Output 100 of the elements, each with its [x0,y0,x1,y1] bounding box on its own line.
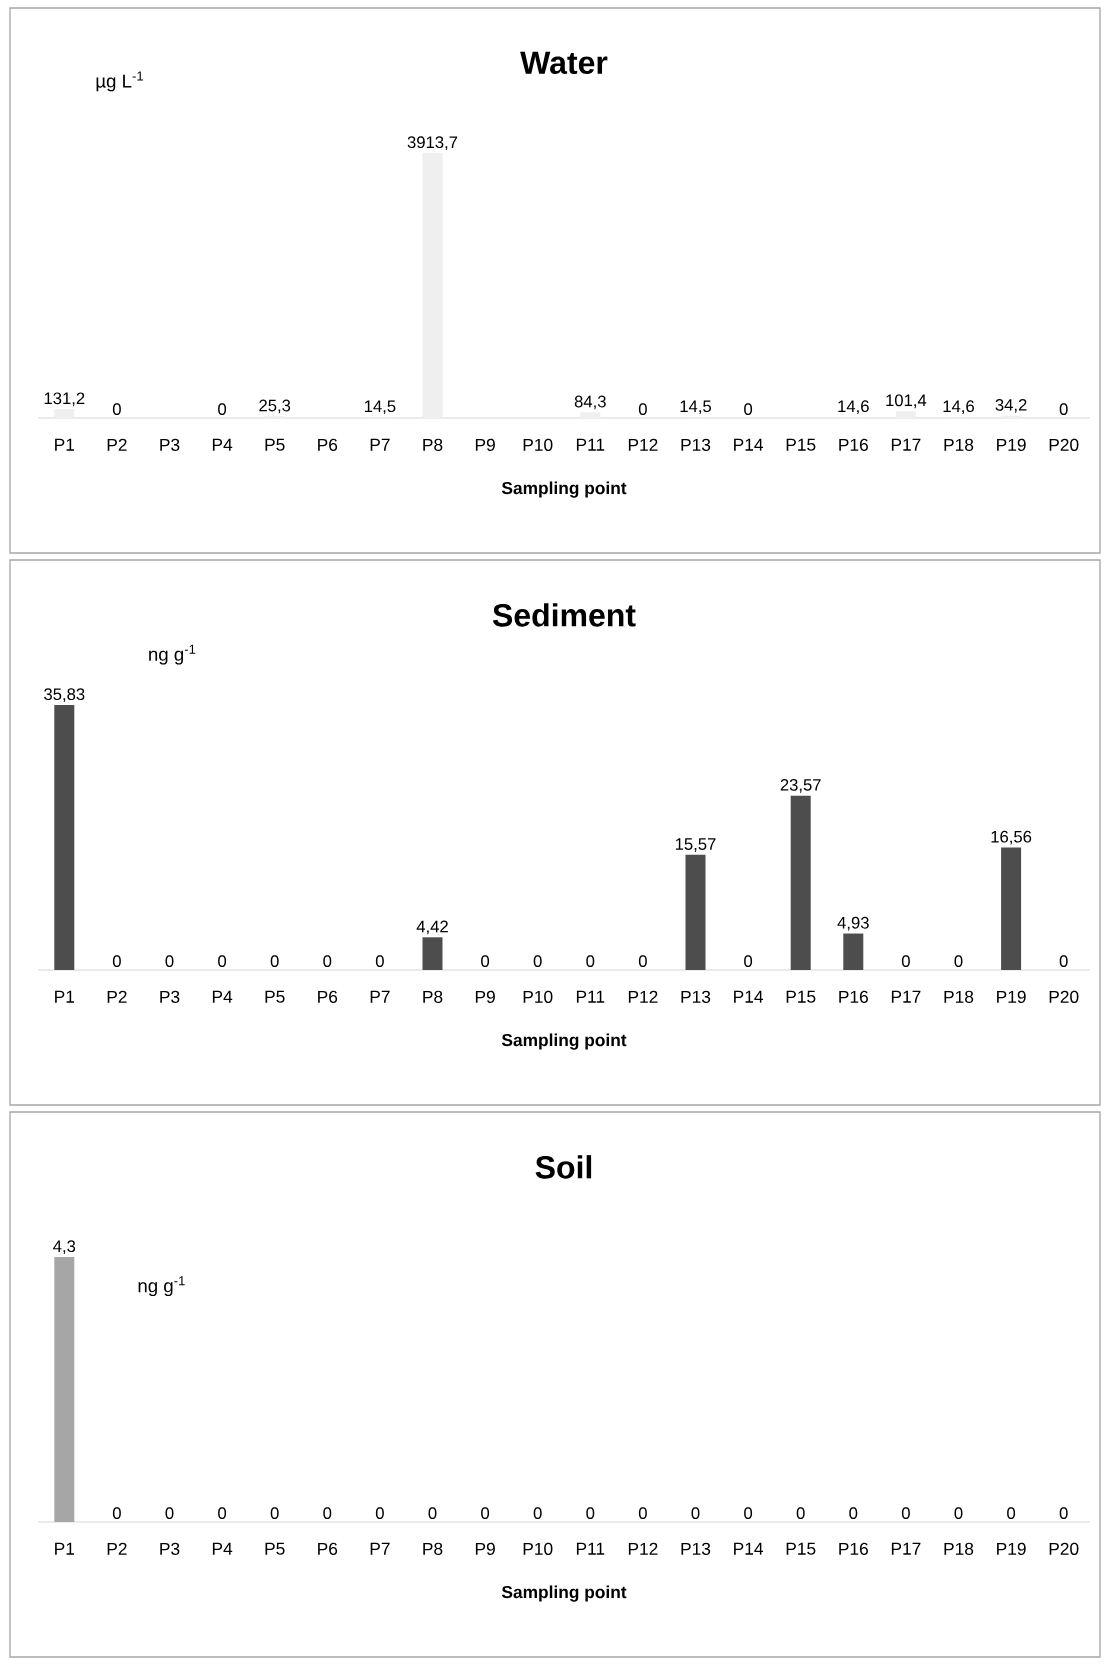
x-tick-label: P2 [107,438,127,451]
data-label: 35,83 [44,688,85,703]
bar [422,937,443,970]
data-label: 4,42 [416,920,448,935]
data-label: 0 [218,955,227,968]
data-label: 0 [586,1507,595,1520]
data-label: 0 [218,1507,227,1520]
data-label: 0 [323,1507,332,1520]
data-label: 0 [112,955,121,968]
x-tick-label: P19 [997,990,1026,1003]
data-label: 0 [638,955,647,968]
x-tick-label: P6 [318,1542,338,1555]
x-tick-label: P16 [839,438,868,451]
data-label: 0 [901,1507,910,1520]
x-tick-label: P5 [265,438,285,451]
x-tick-label: P16 [839,1542,868,1555]
data-label: 23,57 [780,778,821,793]
x-tick-label: P6 [318,438,338,451]
x-tick-label: P10 [523,438,553,451]
x-tick-label: P11 [576,990,605,1003]
x-tick-label: P12 [628,990,658,1003]
annotation: ng g$^{-1}$ [138,1276,185,1297]
x-tick-label: P17 [891,438,921,451]
x-tick-label: P18 [944,438,974,451]
x-tick-label: P5 [265,1542,285,1555]
x-tick-label: P1 [55,990,75,1003]
x-tick-label: P10 [523,1542,553,1555]
x-tick-label: P9 [475,1542,495,1555]
x-tick-label: P10 [523,990,553,1003]
x-tick-label: P7 [370,990,390,1003]
data-label: 25,3 [259,399,291,414]
data-label: 0 [270,1507,279,1520]
x-tick-label: P15 [786,1542,816,1555]
x-tick-label: P1 [55,1542,75,1555]
data-label: 14,5 [364,400,396,415]
x-tick-label: P8 [423,438,443,451]
data-label: 0 [533,1507,542,1520]
data-label: 0 [744,1507,753,1520]
data-label: 0 [691,1507,700,1520]
x-tick-label: P7 [370,438,390,451]
x-tick-label: P2 [107,990,127,1003]
data-label: 131,2 [44,392,85,407]
x-tick-label: P4 [212,438,233,451]
data-label: 14,6 [943,400,974,415]
data-label: 4,93 [837,916,869,931]
data-label: 0 [1007,1507,1016,1520]
bar [685,854,706,970]
data-label: 101,4 [886,394,927,409]
data-label: 0 [323,955,332,968]
x-tick-label: P17 [891,1542,921,1555]
data-label: 14,5 [680,400,712,415]
x-axis-title: Sampling point [501,1585,627,1602]
x-tick-label: P4 [212,1542,233,1555]
data-label: 0 [165,955,174,968]
x-tick-label: P9 [475,438,495,451]
x-axis-title: Sampling point [501,481,627,498]
x-tick-label: P17 [891,990,921,1003]
x-tick-label: P12 [628,438,658,451]
data-label: 0 [375,955,384,968]
x-tick-label: P2 [107,1542,127,1555]
data-label: 0 [638,1507,647,1520]
x-tick-label: P19 [997,1542,1026,1555]
x-tick-label: P3 [160,1542,180,1555]
x-tick-label: P3 [160,990,180,1003]
x-tick-label: P13 [681,1542,711,1555]
x-tick-label: P14 [734,438,764,451]
bar [1001,847,1022,970]
x-tick-label: P12 [628,1542,658,1555]
x-tick-label: P1 [55,438,75,451]
x-tick-label: P14 [734,990,764,1003]
x-tick-label: P18 [944,990,974,1003]
data-label: 0 [428,1507,437,1520]
text: µg L$^{-1}$ [96,71,143,92]
data-label: 0 [112,403,121,416]
x-tick-label: P11 [576,438,605,451]
data-label: 0 [586,955,595,968]
data-label: 0 [1059,403,1068,416]
chart-title: Water [520,51,608,75]
data-label: 0 [744,955,753,968]
data-label: 3913,7 [407,136,458,151]
data-label: 4,3 [53,1240,76,1255]
x-tick-label: P15 [786,438,816,451]
bar [54,704,75,970]
data-label: 34,2 [995,398,1027,413]
x-tick-label: P13 [681,438,711,451]
x-tick-label: P5 [265,990,285,1003]
x-tick-label: P14 [734,1542,764,1555]
bar [843,933,864,970]
x-tick-label: P8 [423,1542,443,1555]
data-label: 0 [481,1507,490,1520]
x-tick-label: P20 [1049,990,1079,1003]
x-tick-label: P15 [786,990,816,1003]
text: ng g$^{-1}$ [149,644,196,665]
x-tick-label: P3 [160,438,180,451]
x-tick-label: P4 [212,990,233,1003]
x-tick-label: P16 [839,990,868,1003]
data-label: 0 [744,403,753,416]
data-label: 0 [901,955,910,968]
chart-title: Soil [535,1155,592,1179]
data-label: 0 [638,403,647,416]
